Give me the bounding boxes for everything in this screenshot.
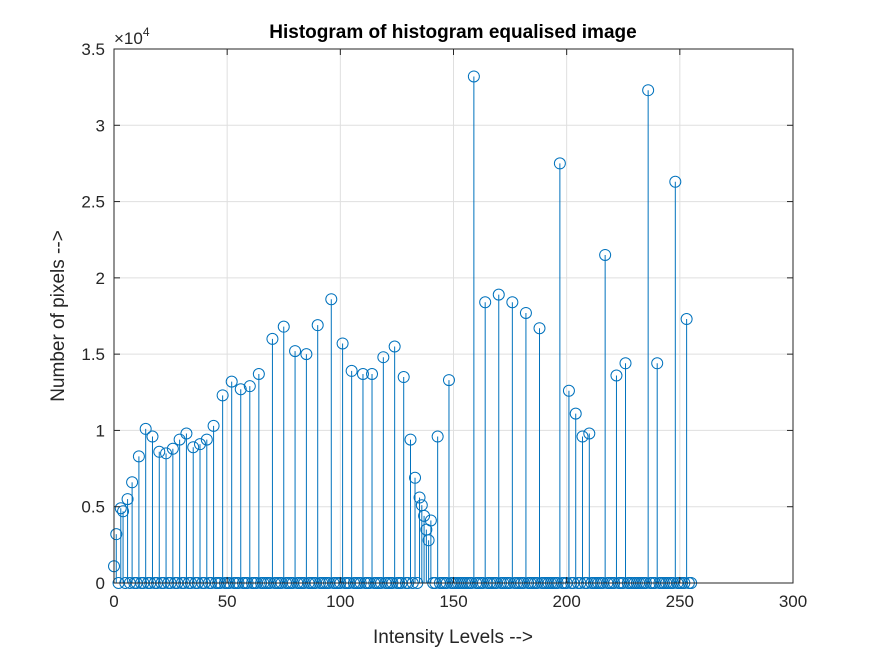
- x-tick-label: 0: [109, 592, 118, 611]
- x-tick-label: 300: [779, 592, 807, 611]
- stem-marker: [583, 427, 596, 440]
- y-axis-multiplier-power: 4: [143, 25, 150, 39]
- y-axis-label: Number of pixels -->: [48, 230, 69, 402]
- stem-marker: [325, 293, 338, 306]
- stem-marker: [180, 427, 193, 440]
- x-tick-label: 250: [666, 592, 694, 611]
- stem-marker: [243, 380, 256, 393]
- stem-marker: [153, 445, 166, 458]
- stem-marker: [117, 505, 130, 518]
- stem-marker: [225, 375, 238, 388]
- stem-marker: [404, 433, 417, 446]
- stem-marker: [479, 296, 492, 309]
- stem-marker: [146, 430, 159, 443]
- x-tick-label: 200: [552, 592, 580, 611]
- y-tick-label: 0.5: [81, 498, 105, 517]
- stem-marker: [126, 476, 139, 489]
- stem-marker: [366, 367, 379, 380]
- stems: [113, 76, 688, 583]
- stem-marker: [492, 288, 505, 301]
- stem-marker: [442, 374, 455, 387]
- y-tick-label: 1.5: [81, 345, 105, 364]
- stem-marker: [160, 447, 173, 460]
- stem-marker: [431, 430, 444, 443]
- stem-marker: [194, 438, 207, 451]
- y-ticks: 0 0.5 1 1.5 2 2.5 3 3.5: [81, 40, 793, 593]
- stem-marker: [266, 332, 279, 345]
- x-ticks: 0 50 100 150 200 250 300: [109, 49, 807, 611]
- stem-marker: [413, 491, 426, 504]
- y-tick-label: 3.5: [81, 40, 105, 59]
- stem-marker: [409, 471, 422, 484]
- stem-marker: [388, 340, 401, 353]
- stem-marker: [651, 357, 664, 370]
- stem-marker: [467, 70, 480, 83]
- stem-marker: [680, 313, 693, 326]
- stem-marker: [506, 296, 519, 309]
- stem-marker: [132, 450, 145, 463]
- stem-marker: [345, 364, 358, 377]
- stem-marker: [277, 320, 290, 333]
- stem-marker: [252, 367, 265, 380]
- stem-marker: [216, 389, 229, 402]
- y-axis-multiplier: ×104: [114, 25, 150, 48]
- y-tick-label: 1: [96, 421, 105, 440]
- stem-marker: [207, 419, 220, 432]
- stem-marker: [619, 357, 632, 370]
- x-tick-label: 100: [326, 592, 354, 611]
- stem-marker: [356, 367, 369, 380]
- stem-marker: [669, 175, 682, 188]
- stem-marker: [533, 322, 546, 335]
- stem-marker: [139, 422, 152, 435]
- y-tick-label: 0: [96, 574, 105, 593]
- stem-marker: [114, 502, 127, 515]
- stem-marker: [187, 441, 200, 454]
- stem-marker: [173, 433, 186, 446]
- stem-marker: [519, 306, 532, 319]
- stem-marker: [311, 319, 324, 332]
- y-tick-label: 2.5: [81, 193, 105, 212]
- stem-marker: [424, 514, 437, 527]
- stem-marker: [336, 337, 349, 350]
- y-axis-multiplier-base: ×10: [114, 29, 143, 48]
- stem-marker: [234, 383, 247, 396]
- y-tick-label: 3: [96, 116, 105, 135]
- chart-title: Histogram of histogram equalised image: [269, 22, 636, 43]
- stem-marker: [166, 442, 179, 455]
- stem-marker: [553, 157, 566, 170]
- x-axis-label: Intensity Levels -->: [373, 627, 533, 648]
- stem-marker: [300, 348, 313, 361]
- stem-marker: [610, 369, 623, 382]
- stem-marker: [200, 433, 213, 446]
- stem-marker: [642, 84, 655, 97]
- x-tick-label: 150: [439, 592, 467, 611]
- stem-marker: [110, 528, 123, 541]
- x-tick-label: 50: [218, 592, 237, 611]
- stem-marker: [289, 345, 302, 358]
- stem-marker: [576, 430, 589, 443]
- stem-marker: [569, 407, 582, 420]
- stem-marker: [422, 534, 435, 547]
- stem-marker: [397, 371, 410, 384]
- stem-marker: [562, 384, 575, 397]
- stem-marker: [377, 351, 390, 364]
- y-tick-label: 2: [96, 269, 105, 288]
- stem-marker: [418, 509, 431, 522]
- stem-marker: [599, 248, 612, 261]
- stem-marker: [121, 493, 134, 506]
